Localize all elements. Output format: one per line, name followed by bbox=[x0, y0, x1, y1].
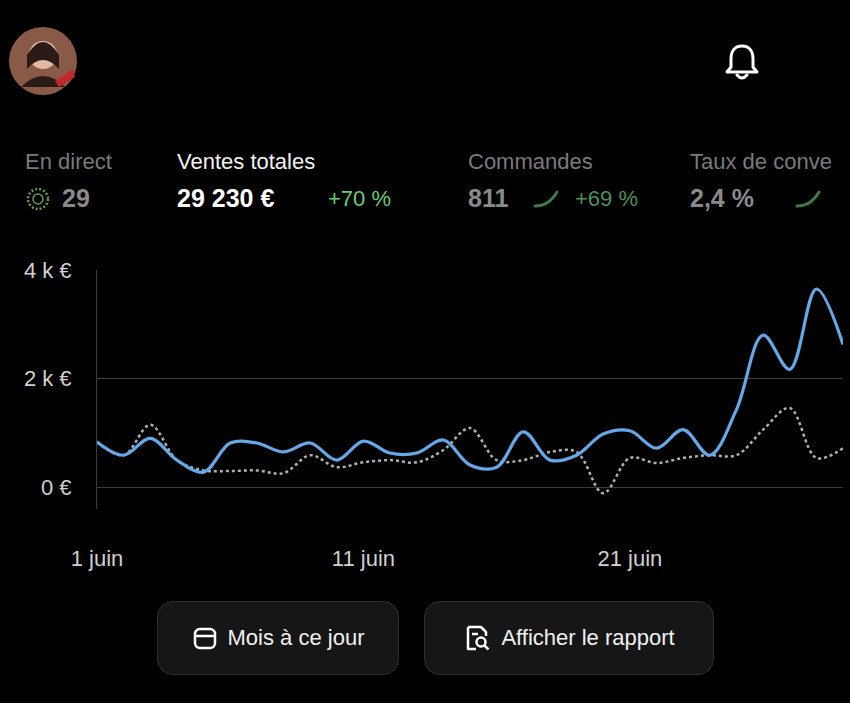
html-text:29 230 €: 29 230 € bbox=[177, 184, 275, 212]
html-text:2,4 %: 2,4 % bbox=[690, 184, 754, 212]
html-text:+70 %: +70 % bbox=[328, 186, 391, 211]
svg-text:0 €: 0 € bbox=[41, 475, 72, 500]
html-text:811: 811 bbox=[468, 184, 509, 212]
html-text:Commandes: Commandes bbox=[468, 149, 593, 174]
html-text:Taux de conve: Taux de conve bbox=[690, 149, 832, 174]
svg-text:1 juin: 1 juin bbox=[71, 546, 124, 571]
html-text:Mois à ce jour: Mois à ce jour bbox=[227, 625, 365, 650]
html-text:Ventes totales: Ventes totales bbox=[177, 149, 316, 174]
html-text:+69 %: +69 % bbox=[575, 186, 638, 211]
svg-text:11 juin: 11 juin bbox=[332, 546, 395, 571]
html-text:29: 29 bbox=[62, 184, 90, 212]
html-text:Afficher le rapport: Afficher le rapport bbox=[501, 625, 675, 650]
svg-text:2 k €: 2 k € bbox=[24, 366, 72, 391]
html-text:En direct: En direct bbox=[25, 149, 112, 174]
svg-text:21 juin: 21 juin bbox=[597, 546, 662, 571]
svg-text:4 k €: 4 k € bbox=[24, 258, 72, 283]
